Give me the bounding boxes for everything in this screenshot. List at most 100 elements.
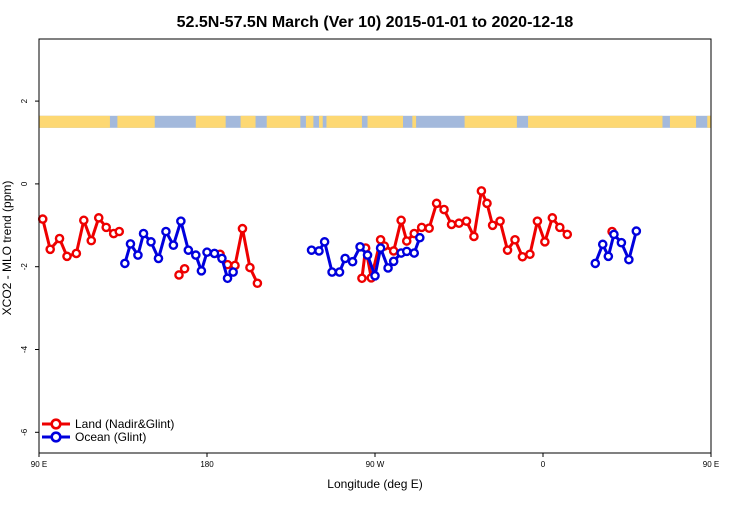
- series-1-point-1-4: [334, 267, 345, 277]
- series-0-point-4-21: [502, 245, 513, 255]
- series-1: [120, 216, 642, 284]
- y-tick-label-3: -4: [20, 345, 29, 353]
- series-0-point-4-19: [487, 220, 498, 231]
- series-1-point-0-12: [202, 247, 212, 258]
- series-1-point-1-9: [370, 271, 380, 281]
- series-0-point-4-28: [555, 222, 565, 233]
- series-1-point-1-2: [319, 237, 330, 247]
- series-1-point-0-10: [190, 250, 201, 260]
- series-1-point-1-11: [383, 263, 393, 273]
- legend-land-label: Land (Nadir&Glint): [75, 417, 174, 431]
- x-tick-label-3: 0: [541, 460, 546, 469]
- series-0-point-0-0: [37, 214, 48, 224]
- legend-land-marker: [50, 418, 62, 430]
- series-1-point-0-7: [168, 240, 179, 250]
- legend-item-ocean: Ocean (Glint): [42, 430, 146, 444]
- plot-frame: [38, 38, 712, 454]
- series-0-point-4-9: [416, 222, 427, 233]
- series-1-point-1-10: [375, 243, 386, 253]
- series-0-point-2-1: [179, 263, 190, 274]
- y-tick-label-0: 2: [20, 98, 29, 103]
- strip-land-12: [669, 115, 697, 128]
- series-1-point-0-14: [217, 253, 227, 264]
- series-0-point-0-6: [86, 235, 97, 246]
- series-1-point-1-14: [401, 246, 412, 257]
- y-tick-label-4: -6: [20, 428, 29, 436]
- series-1-point-0-1: [125, 239, 136, 249]
- series-1-point-0-13: [209, 248, 220, 259]
- series-0-point-4-17: [476, 186, 487, 196]
- series-1-point-1-16: [414, 232, 425, 243]
- strip-land-10: [464, 115, 517, 128]
- series-0-line-0: [41, 216, 115, 258]
- x-tick-label-2: 90 W: [366, 460, 385, 469]
- series-1-point-0-5: [153, 253, 164, 264]
- series-1-point-1-6: [347, 256, 358, 267]
- legend-ocean-marker: [50, 431, 62, 443]
- series-0-point-4-22: [510, 234, 520, 245]
- series-0-point-4-20: [495, 216, 505, 226]
- series-0-point-4-11: [431, 198, 442, 209]
- series-0-point-4-12: [439, 204, 449, 215]
- series-0-point-4-27: [547, 213, 558, 223]
- strip-land-9: [412, 115, 417, 128]
- series-1-point-0-4: [146, 237, 156, 247]
- x-tick-label-1: 180: [200, 460, 214, 469]
- series-0-point-4-6: [396, 215, 406, 226]
- series-0-point-0-4: [71, 248, 82, 259]
- series-1-point-0-3: [138, 228, 149, 239]
- series-0-point-4-13: [446, 219, 457, 230]
- series-0-point-0-7: [93, 213, 104, 223]
- strip-land-0: [39, 115, 110, 128]
- series-0-point-4-25: [532, 216, 543, 226]
- series-1-point-0-16: [228, 267, 238, 277]
- series-0-point-3-3: [237, 223, 248, 234]
- series-0-point-4-5: [388, 246, 399, 256]
- series-1-point-2-5: [624, 254, 634, 265]
- series-1-point-0-15: [222, 273, 233, 284]
- x-tick-label-0: 90 E: [31, 460, 47, 469]
- series-1-point-1-12: [388, 256, 399, 267]
- series-0-point-4-26: [540, 237, 550, 247]
- series-0-point-2-0: [174, 270, 184, 280]
- series-1-point-1-8: [362, 250, 373, 260]
- strip-land-8: [367, 115, 403, 128]
- y-axis-label: XCO2 - MLO trend (ppm): [0, 181, 14, 316]
- strip-land-2: [195, 115, 226, 128]
- strip-land-1: [117, 115, 155, 128]
- series-1-point-2-3: [609, 229, 619, 240]
- strip-land-7: [326, 115, 362, 128]
- series-0-point-0-5: [79, 215, 89, 226]
- series-0-point-0-1: [45, 244, 56, 255]
- series-0: [37, 186, 617, 289]
- series-0-point-4-15: [461, 216, 472, 226]
- legend-ocean-label: Ocean (Glint): [75, 430, 146, 444]
- series-1-point-0-11: [196, 266, 207, 276]
- series-0-point-0-8: [101, 222, 111, 233]
- surface-strip: [39, 115, 711, 128]
- x-axis-label: Longitude (deg E): [327, 477, 422, 491]
- series-1-point-0-2: [133, 250, 143, 260]
- series-1-point-1-3: [327, 267, 337, 277]
- legend: Land (Nadir&Glint) Ocean (Glint): [42, 417, 174, 444]
- chart-title: 52.5N-57.5N March (Ver 10) 2015-01-01 to…: [177, 14, 574, 31]
- series-1-point-2-0: [590, 258, 601, 269]
- y-tick-label-1: 0: [20, 181, 29, 186]
- series-0-point-0-2: [54, 233, 65, 244]
- strip-land-3: [240, 115, 256, 128]
- series-1-point-1-0: [306, 245, 317, 255]
- series-0-point-4-0: [357, 273, 367, 284]
- strip-land-5: [305, 115, 314, 128]
- series-1-point-0-9: [183, 245, 194, 255]
- series-1-point-2-4: [616, 237, 627, 248]
- legend-item-land: Land (Nadir&Glint): [42, 417, 174, 431]
- series-0-point-4-14: [454, 218, 464, 229]
- y-tick-label-2: -2: [20, 263, 29, 271]
- series-0-point-4-24: [525, 249, 535, 260]
- series-1-point-2-1: [597, 239, 608, 250]
- strip-land-13: [707, 115, 711, 128]
- series-0-point-4-29: [562, 229, 573, 240]
- series-1-point-2-2: [603, 251, 614, 262]
- series-0-point-3-5: [252, 278, 263, 289]
